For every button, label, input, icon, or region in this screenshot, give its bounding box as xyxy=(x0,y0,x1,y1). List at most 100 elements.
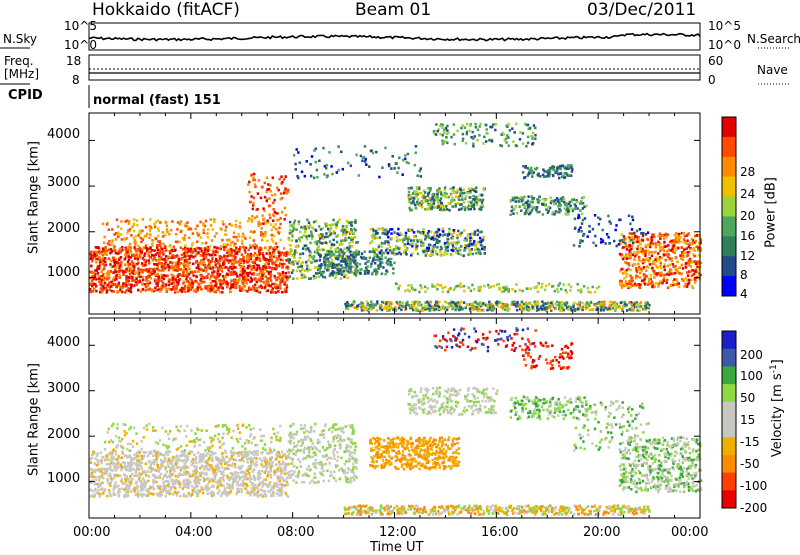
power-cell xyxy=(537,291,539,294)
power-cell xyxy=(615,229,617,232)
power-cell xyxy=(628,249,630,252)
power-cell xyxy=(563,309,565,312)
power-cell xyxy=(513,199,515,202)
power-cell xyxy=(679,237,681,240)
power-cell xyxy=(291,230,293,233)
power-cell xyxy=(273,208,275,211)
power-cell xyxy=(207,249,209,252)
power-cell xyxy=(398,157,400,160)
power-cell xyxy=(261,274,263,277)
power-cell xyxy=(492,305,494,308)
power-cell xyxy=(309,256,311,259)
power-cell xyxy=(213,221,215,224)
power-cell xyxy=(668,258,670,261)
power-cell xyxy=(408,187,410,190)
power-cell xyxy=(364,262,366,265)
power-cell xyxy=(137,258,139,261)
power-cell xyxy=(477,234,479,237)
power-cell xyxy=(447,249,449,252)
power-cell xyxy=(301,268,303,271)
power-cell xyxy=(395,162,397,165)
power-cell xyxy=(411,252,413,255)
power-cell xyxy=(574,309,576,312)
power-cell xyxy=(231,268,233,271)
power-cell xyxy=(415,191,417,194)
velocity-cell xyxy=(287,495,289,498)
power-cell xyxy=(158,257,160,260)
power-cell xyxy=(209,245,211,248)
power-cell xyxy=(464,209,466,212)
power-cell xyxy=(258,221,260,224)
power-cell xyxy=(325,241,327,244)
power-cell xyxy=(524,176,526,179)
power-cell xyxy=(578,230,580,233)
power-cell xyxy=(305,248,307,251)
power-cell xyxy=(120,261,122,264)
power-cell xyxy=(578,245,580,248)
power-cell xyxy=(280,175,282,178)
power-cell xyxy=(270,275,272,278)
power-cell xyxy=(536,285,538,288)
power-cell xyxy=(168,269,170,272)
power-cell xyxy=(313,177,315,180)
power-cell xyxy=(325,225,327,228)
power-cell xyxy=(313,255,315,258)
power-cell xyxy=(421,206,423,209)
power-cell xyxy=(161,274,163,277)
power-cell xyxy=(343,259,345,262)
power-cell xyxy=(339,271,341,274)
power-cell xyxy=(516,212,518,215)
power-cell xyxy=(572,210,574,213)
power-cell xyxy=(419,205,421,208)
power-cell xyxy=(433,309,435,312)
power-cell xyxy=(145,286,147,289)
power-cell xyxy=(469,307,471,310)
power-cell xyxy=(433,130,435,133)
power-cell xyxy=(531,197,533,200)
power-cell xyxy=(444,189,446,192)
power-cell xyxy=(334,248,336,251)
power-cell xyxy=(304,269,306,272)
power-cell xyxy=(282,271,284,274)
power-cell xyxy=(417,230,419,233)
power-cell xyxy=(467,201,469,204)
power-cell xyxy=(197,264,199,267)
power-cell xyxy=(435,252,437,255)
power-cell xyxy=(681,246,683,249)
power-cell xyxy=(325,167,327,170)
power-cell xyxy=(174,249,176,252)
power-cell xyxy=(162,282,164,285)
power-cell xyxy=(474,135,476,138)
power-cell xyxy=(583,285,585,288)
power-cell xyxy=(131,280,133,283)
power-cell xyxy=(248,191,250,194)
power-cell xyxy=(597,302,599,305)
power-cell xyxy=(184,259,186,262)
power-cell xyxy=(437,205,439,208)
power-cell xyxy=(170,279,172,282)
power-cell xyxy=(649,263,651,266)
power-cell xyxy=(455,305,457,308)
power-cell xyxy=(435,123,437,126)
power-cell xyxy=(430,202,432,205)
power-cell xyxy=(381,242,383,245)
power-cell xyxy=(427,195,429,198)
power-cell xyxy=(198,261,200,264)
power-cell xyxy=(472,145,474,148)
power-cell xyxy=(278,189,280,192)
power-cell xyxy=(505,137,507,140)
power-cell xyxy=(376,249,378,252)
power-cell xyxy=(528,213,530,216)
power-cell xyxy=(207,289,209,292)
power-cell xyxy=(666,281,668,284)
power-cell xyxy=(469,243,471,246)
power-cell xyxy=(198,283,200,286)
power-cell xyxy=(683,238,685,241)
power-cell xyxy=(665,233,667,236)
power-cell xyxy=(429,305,431,308)
power-cell xyxy=(265,275,267,278)
power-cell xyxy=(638,259,640,262)
power-cell xyxy=(381,166,383,169)
power-cell xyxy=(151,271,153,274)
power-cell xyxy=(367,260,369,263)
